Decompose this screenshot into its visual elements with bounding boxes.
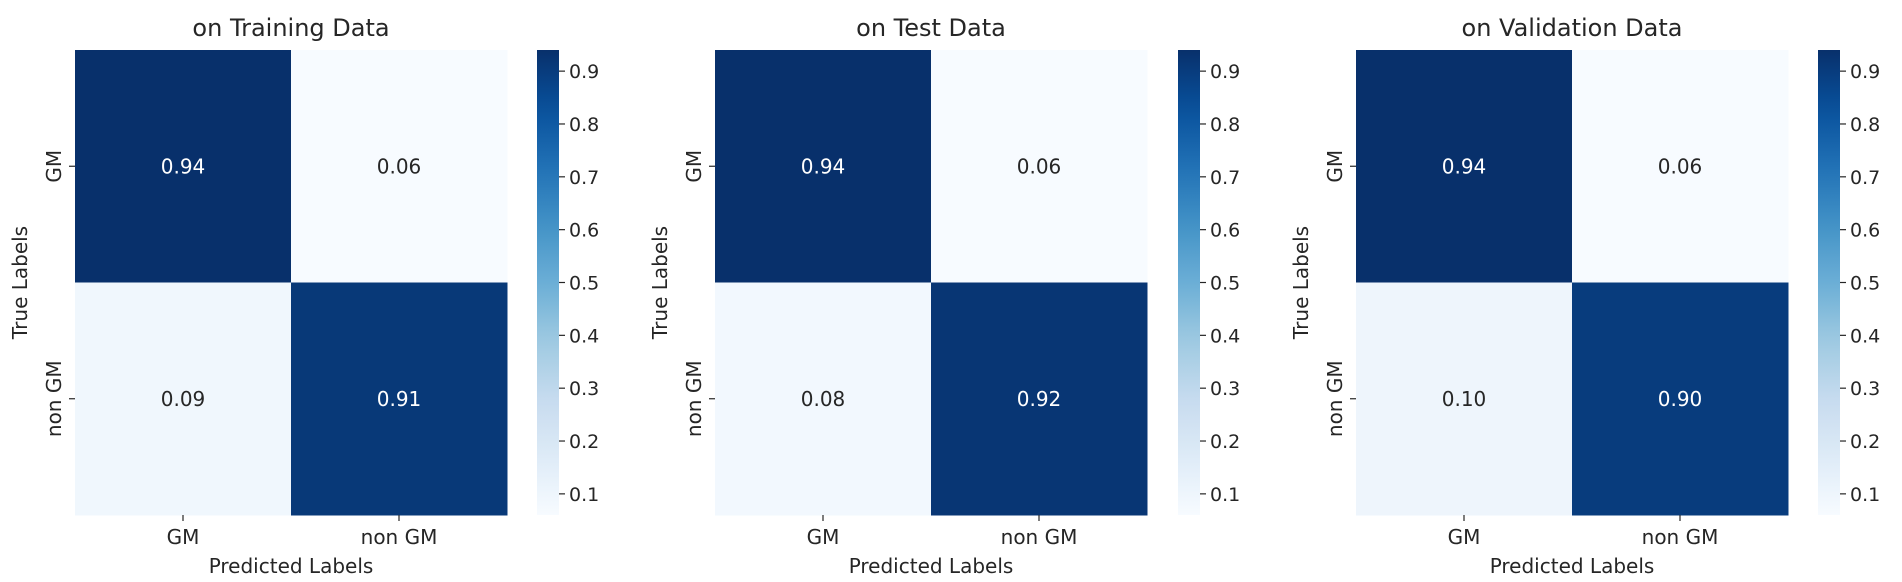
colorbar-tick-label: 0.7 — [1850, 167, 1880, 189]
colorbar-tick-label: 0.8 — [1210, 114, 1240, 136]
heatmap-cell — [1356, 50, 1573, 283]
x-tick-label: non GM — [1642, 525, 1719, 549]
x-tick-label: non GM — [361, 525, 438, 549]
x-tick-label: GM — [167, 525, 200, 549]
y-tick-label: GM — [42, 150, 66, 183]
cell-value-label: 0.94 — [801, 154, 846, 178]
colorbar-tick-label: 0.5 — [569, 273, 599, 295]
panel-title: on Validation Data — [1462, 14, 1683, 42]
colorbar-tick-label: 0.3 — [1210, 378, 1240, 400]
colorbar-tick-label: 0.7 — [1210, 167, 1240, 189]
colorbar — [537, 50, 559, 515]
colorbar-tick-label: 0.5 — [1210, 273, 1240, 295]
colorbar-tick-label: 0.6 — [1210, 220, 1240, 242]
colorbar-tick-label: 0.5 — [1850, 273, 1880, 295]
heatmap-cell — [1572, 50, 1789, 283]
colorbar-tick-label: 0.6 — [569, 220, 599, 242]
colorbar-tick-label: 0.7 — [569, 167, 599, 189]
cell-value-label: 0.06 — [1658, 154, 1703, 178]
colorbar — [1818, 50, 1840, 515]
heatmap-cell — [1572, 282, 1789, 516]
y-axis-label: True Labels — [8, 226, 32, 340]
y-tick-label: GM — [1323, 150, 1347, 183]
y-tick-label: non GM — [42, 360, 66, 437]
colorbar-tick-label: 0.9 — [569, 61, 599, 83]
colorbar-tick-label: 0.2 — [569, 431, 599, 453]
cell-value-label: 0.94 — [161, 154, 206, 178]
x-tick-label: GM — [1448, 525, 1481, 549]
y-axis-label: True Labels — [1289, 226, 1313, 340]
cell-value-label: 0.92 — [1017, 387, 1062, 411]
cell-value-label: 0.06 — [1017, 154, 1062, 178]
heatmap-cell — [715, 282, 932, 516]
colorbar-tick-label: 0.4 — [1210, 325, 1240, 347]
cell-value-label: 0.10 — [1442, 387, 1487, 411]
cell-value-label: 0.90 — [1658, 387, 1703, 411]
colorbar-tick-label: 0.6 — [1850, 220, 1880, 242]
x-axis-label: Predicted Labels — [849, 554, 1014, 578]
panel-title: on Training Data — [192, 14, 389, 42]
cell-value-label: 0.09 — [161, 387, 206, 411]
colorbar-tick-label: 0.8 — [569, 114, 599, 136]
colorbar — [1178, 50, 1200, 515]
heatmap-cell — [75, 282, 292, 516]
cell-value-label: 0.06 — [377, 154, 422, 178]
heatmap-cell — [715, 50, 932, 283]
y-tick-label: non GM — [682, 360, 706, 437]
colorbar-tick-label: 0.8 — [1850, 114, 1880, 136]
y-tick-label: non GM — [1323, 360, 1347, 437]
x-tick-label: non GM — [1001, 525, 1078, 549]
x-tick-label: GM — [807, 525, 840, 549]
cell-value-label: 0.94 — [1442, 154, 1487, 178]
colorbar-tick-label: 0.3 — [569, 378, 599, 400]
heatmap-cell — [1356, 282, 1573, 516]
heatmap-cell — [291, 50, 508, 283]
cell-value-label: 0.91 — [377, 387, 422, 411]
heatmap-cell — [75, 50, 292, 283]
y-tick-label: GM — [682, 150, 706, 183]
cell-value-label: 0.08 — [801, 387, 846, 411]
colorbar-tick-label: 0.1 — [569, 484, 599, 506]
x-axis-label: Predicted Labels — [209, 554, 374, 578]
colorbar-tick-label: 0.9 — [1850, 61, 1880, 83]
panel-title: on Test Data — [856, 14, 1006, 42]
colorbar-tick-label: 0.2 — [1210, 431, 1240, 453]
y-axis-label: True Labels — [648, 226, 672, 340]
heatmap-cell — [931, 282, 1148, 516]
heatmap-cell — [291, 282, 508, 516]
colorbar-tick-label: 0.9 — [1210, 61, 1240, 83]
colorbar-tick-label: 0.4 — [569, 325, 599, 347]
confusion-matrix-panel-1: on Training Data 0.94 0.06 0.09 0.91 GM non GM… — [8, 14, 599, 578]
colorbar-tick-label: 0.1 — [1850, 484, 1880, 506]
confusion-matrix-panel-3: on Validation Data 0.94 0.06 0.10 0.90 GM non … — [1289, 14, 1880, 578]
colorbar-tick-label: 0.2 — [1850, 431, 1880, 453]
colorbar-tick-label: 0.1 — [1210, 484, 1240, 506]
colorbar-tick-label: 0.4 — [1850, 325, 1880, 347]
heatmap-cell — [931, 50, 1148, 283]
x-axis-label: Predicted Labels — [1490, 554, 1655, 578]
confusion-matrix-panel-2: on Test Data 0.94 0.06 0.08 0.92 GM non GM GM no… — [648, 14, 1240, 578]
colorbar-tick-label: 0.3 — [1850, 378, 1880, 400]
